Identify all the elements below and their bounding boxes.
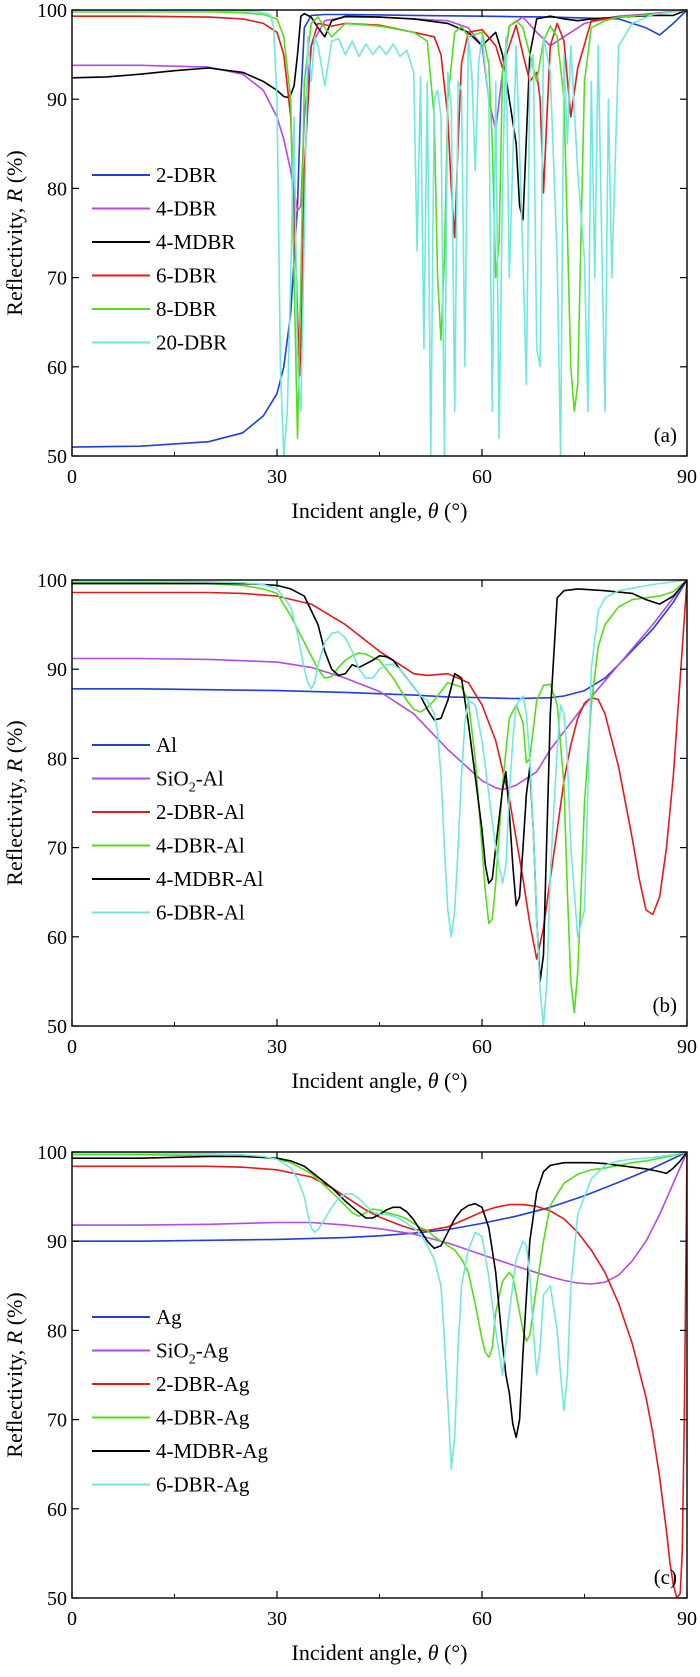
y-tick-label: 80 [47,1320,67,1342]
series-line-20-dbr [72,10,687,456]
legend-label: 4-DBR-Ag [156,1406,250,1430]
series-group [72,10,687,456]
series-line-8-dbr [72,10,687,440]
y-axis-title-var: R [2,758,27,773]
legend-label: 4-DBR-Al [156,834,245,858]
legend: Al SiO2-Al 2-DBR-Al 4-DBR-Al 4-MDBR-Al 6-DBR-… [92,733,264,925]
y-tick-label: 90 [47,659,67,681]
y-tick-label: 90 [47,89,67,111]
x-axis-title-var: θ [428,1640,439,1665]
y-tick-label: 60 [47,1499,67,1521]
y-tick-label: 100 [37,570,67,592]
legend-label: 6-DBR [156,264,217,288]
y-tick-label: 70 [47,268,67,290]
panel-1: 0 30 60 90 50 60 70 80 90 100 Incident angle, θ (°… [2,0,697,523]
x-tick-label: 30 [267,1036,287,1058]
x-tick-label: 30 [267,1608,287,1630]
x-tick-label: 90 [677,1036,697,1058]
y-axis-title-pre: Reflectivity, [2,1344,27,1457]
series-line-6-dbr-al [72,580,687,1026]
y-tick-label: 50 [47,1588,67,1610]
y-tick-label: 70 [47,1410,67,1432]
legend: 2-DBR 4-DBR 4-MDBR 6-DBR 8-DBR 20-DBR [92,163,235,355]
legend: Ag SiO2-Ag 2-DBR-Ag 4-DBR-Ag 4-MDBR-Ag 6-DBR-… [92,1305,269,1497]
legend-label: 2-DBR-Al [156,800,245,824]
x-tick-label: 90 [677,1608,697,1630]
y-axis-title: Reflectivity, R (%) [2,720,27,885]
panel-tag: (a) [654,423,677,447]
series-line-al [72,580,687,700]
y-axis-title-var: R [2,188,27,203]
legend-label: Ag [156,1305,182,1329]
x-axis-title-post: (°) [439,1640,468,1665]
x-tick-label: 60 [472,466,492,488]
y-tick-label: 90 [47,1231,67,1253]
x-tick-label: 60 [472,1608,492,1630]
series-line-4-mdbr-al [72,580,687,983]
y-tick-label: 100 [37,0,67,22]
y-tick-label: 100 [37,1142,67,1164]
y-axis-title-var: R [2,1330,27,1345]
legend-label: 2-DBR-Ag [156,1372,250,1396]
x-axis-title-pre: Incident angle, [292,1068,428,1093]
legend-label: 4-MDBR [156,230,235,254]
legend-label: 4-DBR [156,197,217,221]
panel-2: 0 30 60 90 50 60 70 80 90 100 Incident angle, θ (°… [2,570,697,1093]
y-tick-label: 60 [47,357,67,379]
series-group [72,580,687,1026]
x-axis-title-post: (°) [439,1068,468,1093]
x-axis-title-var: θ [428,1068,439,1093]
panel-3: 0 30 60 90 50 60 70 80 90 100 Incident angle, θ (°… [2,1142,697,1665]
y-tick-label: 70 [47,838,67,860]
y-axis-title: Reflectivity, R (%) [2,150,27,315]
x-axis-title-post: (°) [439,498,468,523]
y-axis-title-post: (%) [2,720,27,758]
legend-label: SiO2-Al [156,767,224,796]
x-axis-title: Incident angle, θ (°) [292,1640,468,1665]
series-group [72,1152,687,1598]
legend-label: 20-DBR [156,331,227,355]
panel-tag: (c) [654,1565,677,1589]
series-line-ag [72,1152,687,1242]
legend-label: 6-DBR-Ag [156,1473,250,1497]
series-line-2-dbr-al [72,580,687,960]
y-tick-label: 50 [47,446,67,468]
legend-label: 4-MDBR-Al [156,867,264,891]
legend-label: SiO2-Ag [156,1339,229,1368]
panel-tag: (b) [653,993,678,1017]
x-axis-title-pre: Incident angle, [292,1640,428,1665]
x-tick-label: 0 [67,1036,77,1058]
series-line-4-dbr-al [72,580,687,1014]
y-axis-title-post: (%) [2,150,27,188]
series-line-4-mdbr [72,10,687,221]
y-tick-label: 50 [47,1016,67,1038]
legend-label: Al [156,733,177,757]
series-line-sio2-ag [72,1152,687,1285]
x-tick-label: 30 [267,466,287,488]
y-axis-title-pre: Reflectivity, [2,772,27,885]
y-tick-label: 60 [47,927,67,949]
x-tick-label: 0 [67,1608,77,1630]
x-axis-title-pre: Incident angle, [292,498,428,523]
x-tick-label: 90 [677,466,697,488]
y-axis-title-post: (%) [2,1292,27,1330]
legend-label: 4-MDBR-Ag [156,1439,269,1463]
y-axis-title-pre: Reflectivity, [2,202,27,315]
legend-label: 8-DBR [156,297,217,321]
x-tick-label: 0 [67,466,77,488]
x-tick-label: 60 [472,1036,492,1058]
y-tick-label: 80 [47,748,67,770]
legend-label: 6-DBR-Al [156,901,245,925]
y-axis-title: Reflectivity, R (%) [2,1292,27,1457]
series-line-6-dbr-ag [72,1152,687,1470]
x-axis-title-var: θ [428,498,439,523]
x-axis-title: Incident angle, θ (°) [292,498,468,523]
legend-label: 2-DBR [156,163,217,187]
y-tick-label: 80 [47,178,67,200]
x-axis-title: Incident angle, θ (°) [292,1068,468,1093]
series-line-4-mdbr-ag [72,1152,687,1439]
